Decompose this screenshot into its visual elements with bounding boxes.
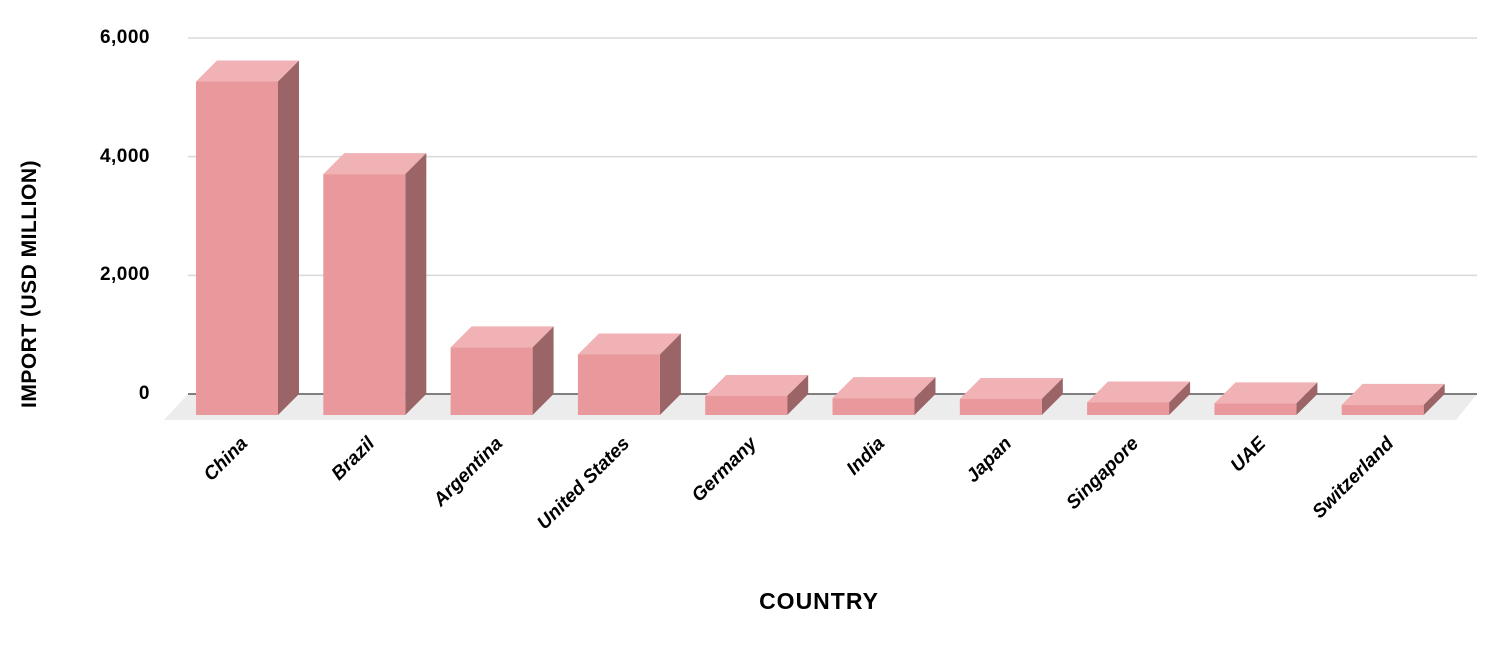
bar-singapore-front [1087, 402, 1170, 415]
y-tick-label-6000: 6,000 [99, 26, 150, 48]
bar-india-top [832, 377, 936, 399]
bar-uae-top [1214, 382, 1318, 404]
bar-united-states-front [577, 354, 660, 415]
bar-china-front [196, 81, 278, 416]
y-tick-label-0: 0 [138, 383, 150, 404]
bar-switzerland-top [1341, 383, 1445, 405]
bar-argentina-top [450, 326, 554, 348]
y-tick-label-2000: 2,000 [99, 264, 150, 286]
bar-uae-front [1214, 403, 1297, 415]
bar-uae-side [1296, 382, 1318, 415]
bar-argentina-front [450, 347, 533, 415]
bar-india-side [914, 377, 936, 415]
bar-japan-side [1041, 377, 1063, 415]
y-tick-label-4000: 4,000 [99, 145, 150, 167]
bar-japan-front [959, 398, 1042, 415]
bar-india-front [832, 398, 915, 415]
x-axis-title: COUNTRY [759, 588, 879, 614]
bar-brazil-top [323, 153, 427, 175]
y-axis-title: IMPORT (USD MILLION) [18, 160, 41, 408]
bar-japan-top [959, 377, 1063, 399]
bar-singapore-top [1087, 381, 1191, 403]
bar-singapore-side [1169, 381, 1191, 415]
bar-brazil-side [405, 153, 427, 415]
bar-argentina-side [532, 326, 554, 415]
bar-brazil-front [323, 174, 406, 415]
bar-china-top [196, 60, 299, 82]
bar-china-side [278, 60, 299, 416]
bar-germany-front [705, 396, 788, 415]
bar-united-states-top [577, 333, 681, 355]
bar-germany-top [705, 375, 809, 397]
bar-switzerland-front [1341, 404, 1424, 415]
bar-united-states-side [659, 333, 681, 415]
bar-germany-side [787, 375, 809, 415]
bar-switzerland-side [1423, 383, 1445, 415]
